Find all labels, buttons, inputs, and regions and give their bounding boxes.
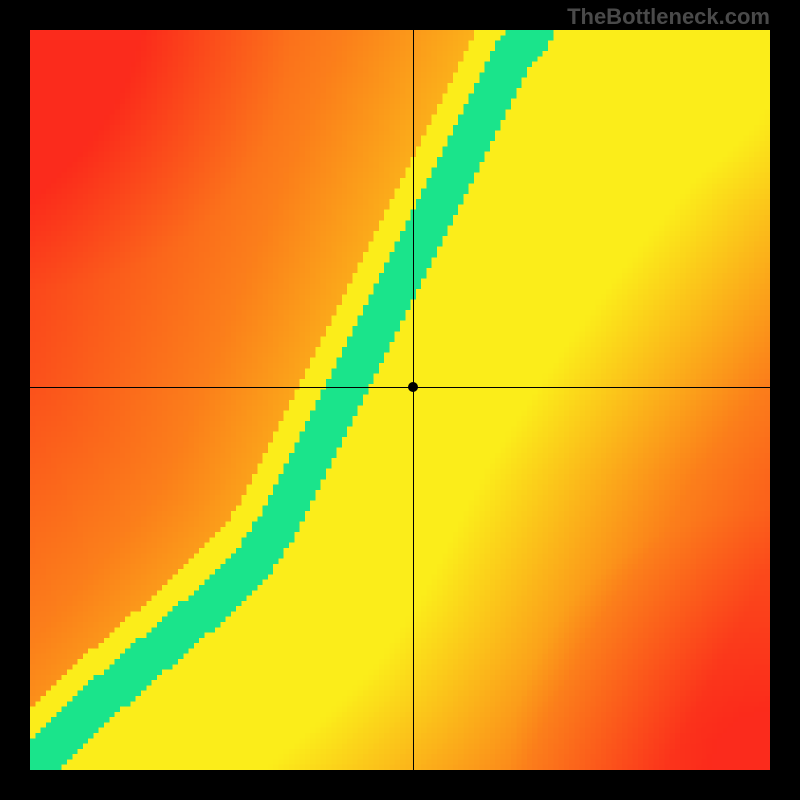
chart-container: TheBottleneck.com (0, 0, 800, 800)
crosshair-horizontal (30, 387, 770, 388)
crosshair-vertical (413, 30, 414, 770)
plot-area (30, 30, 770, 770)
crosshair-marker (408, 382, 418, 392)
heatmap-canvas (30, 30, 770, 770)
watermark-text: TheBottleneck.com (567, 4, 770, 30)
